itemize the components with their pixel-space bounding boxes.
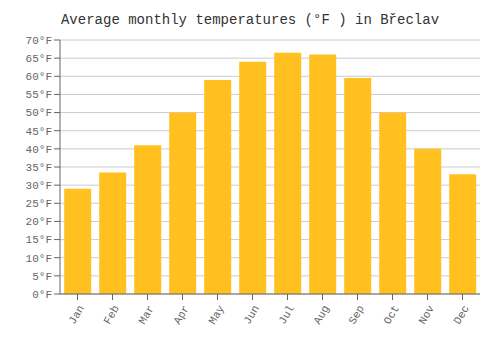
svg-text:Dec: Dec	[452, 303, 472, 326]
svg-text:40°F: 40°F	[26, 144, 52, 156]
svg-text:25°F: 25°F	[26, 198, 52, 210]
svg-text:Nov: Nov	[417, 303, 437, 326]
svg-text:60°F: 60°F	[26, 71, 52, 83]
svg-text:70°F: 70°F	[26, 35, 52, 47]
svg-text:Apr: Apr	[172, 303, 192, 326]
svg-text:5°F: 5°F	[32, 271, 52, 283]
html-text:Average monthly temperatures (: Average monthly temperatures (°F ) in Bř…	[61, 12, 439, 28]
svg-text:Jan: Jan	[67, 303, 87, 326]
svg-text:0°F: 0°F	[32, 289, 52, 301]
svg-text:50°F: 50°F	[26, 107, 52, 119]
svg-text:10°F: 10°F	[26, 253, 52, 265]
svg-text:35°F: 35°F	[26, 162, 52, 174]
svg-text:Jun: Jun	[242, 303, 262, 326]
svg-text:30°F: 30°F	[26, 180, 52, 192]
svg-text:Aug: Aug	[312, 303, 332, 326]
svg-text:May: May	[207, 303, 227, 326]
svg-text:15°F: 15°F	[26, 234, 52, 246]
svg-text:20°F: 20°F	[26, 216, 52, 228]
svg-text:Mar: Mar	[137, 303, 157, 326]
svg-text:Sep: Sep	[347, 303, 367, 326]
svg-text:Jul: Jul	[277, 303, 297, 326]
svg-text:Oct: Oct	[382, 303, 402, 326]
svg-text:45°F: 45°F	[26, 126, 52, 138]
svg-text:Feb: Feb	[102, 303, 122, 326]
svg-text:65°F: 65°F	[26, 53, 52, 65]
svg-text:55°F: 55°F	[26, 89, 52, 101]
